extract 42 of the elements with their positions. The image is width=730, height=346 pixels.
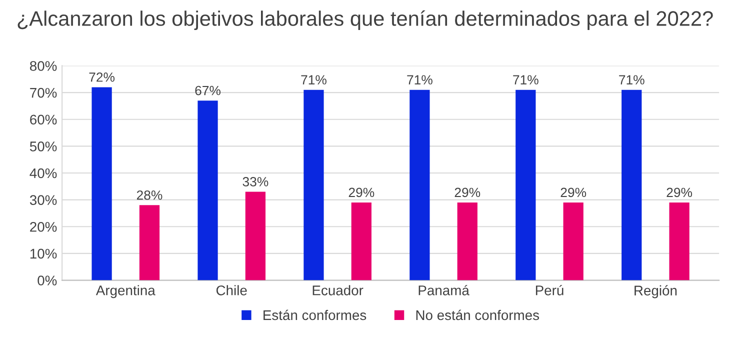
y-tick-label: 60% (30, 114, 57, 125)
x-tick-label: Ecuador (312, 285, 364, 296)
data-label: 71% (301, 75, 326, 84)
y-tick-label: 40% (30, 168, 57, 178)
bar (457, 202, 478, 280)
bar (304, 90, 324, 280)
y-tick-label: 80% (30, 61, 57, 71)
data-label: 29% (666, 188, 692, 198)
legend-label: Están conformes (264, 310, 366, 320)
data-label: 29% (348, 188, 374, 198)
chart-title: ¿Alcanzaron los objetivos laborales que tenían determinados para el 2022? (18, 10, 713, 30)
y-tick-label: 10% (30, 248, 57, 259)
bar (139, 205, 160, 280)
x-tick-label: Región (634, 285, 677, 298)
bar (410, 90, 430, 280)
bar (92, 87, 112, 280)
data-label: 71% (513, 75, 538, 84)
x-tick-label: Argentina (96, 285, 156, 298)
y-tick-label: 50% (30, 142, 57, 152)
x-tick-label: Chile (216, 285, 247, 296)
data-label: 72% (89, 72, 115, 82)
bar (563, 202, 584, 280)
y-tick-label: 70% (30, 88, 57, 98)
bar (622, 90, 642, 280)
bar (516, 90, 536, 280)
x-tick-label: Perú (536, 284, 564, 296)
data-label: 71% (407, 75, 432, 84)
legend-label: No están conformes (416, 310, 540, 320)
data-label: 29% (454, 188, 480, 198)
y-tick-label: 30% (30, 195, 57, 205)
data-label: 28% (136, 190, 162, 200)
bar (669, 202, 690, 280)
data-label: 29% (560, 188, 586, 198)
bar (245, 192, 266, 280)
y-tick-label: 0% (38, 276, 57, 286)
data-label: 67% (195, 86, 220, 96)
y-tick-label: 20% (30, 222, 57, 232)
x-tick-label: Panamá (418, 284, 470, 296)
data-label: 71% (619, 75, 644, 84)
data-label: 33% (242, 177, 268, 186)
bar (351, 202, 372, 280)
bar (198, 100, 218, 280)
